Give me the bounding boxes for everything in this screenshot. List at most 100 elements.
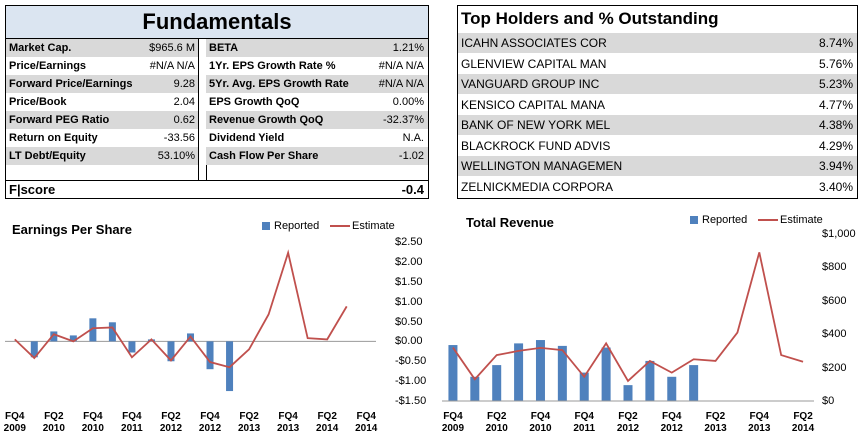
x-tick-label: FQ4 2009 bbox=[441, 411, 465, 434]
metric-label: 1Yr. EPS Growth Rate % bbox=[209, 60, 336, 72]
bar bbox=[206, 341, 214, 370]
metric-value: 2.04 bbox=[173, 96, 195, 108]
line bbox=[14, 249, 348, 369]
fscore-label: F|score bbox=[9, 182, 56, 197]
metric-value: $965.6 M bbox=[149, 42, 195, 54]
bar bbox=[50, 331, 58, 342]
legend-swatch bbox=[262, 222, 270, 230]
row-bg bbox=[458, 94, 857, 115]
legend-label: Reported bbox=[274, 220, 320, 232]
row-bg bbox=[458, 74, 857, 94]
y-tick-label: $1.50 bbox=[395, 275, 423, 288]
holder-pct: 4.38% bbox=[818, 118, 853, 132]
metric-value: -33.56 bbox=[163, 132, 195, 144]
fscore-row: F|score -0.4 bbox=[6, 180, 428, 199]
bar bbox=[470, 376, 480, 401]
row-bg bbox=[6, 111, 198, 129]
row-bg bbox=[458, 115, 857, 135]
x-tick-label: FQ4 2013 bbox=[277, 411, 300, 434]
x-tick-label: FQ2 2013 bbox=[237, 411, 261, 434]
x-tick-label: FQ4 2014 bbox=[355, 411, 378, 434]
row-bg bbox=[6, 57, 198, 75]
bar bbox=[89, 318, 97, 342]
row-bg bbox=[206, 93, 428, 111]
metric-value: N.A. bbox=[402, 132, 424, 144]
holder-name: GLENVIEW CAPITAL MAN bbox=[461, 56, 607, 71]
metric-value: #N/A N/A bbox=[378, 78, 424, 90]
row-bg bbox=[6, 129, 198, 147]
holders-panel: Top Holders and % Outstanding ICAHN ASSO… bbox=[457, 5, 858, 199]
row-bg bbox=[458, 135, 857, 156]
fundamentals-panel: Fundamentals F|score -0.4 Market Cap. $96… bbox=[5, 5, 429, 199]
metric-value: 9.28 bbox=[173, 78, 195, 90]
x-tick-label: FQ4 2009 bbox=[3, 411, 26, 434]
row-bg bbox=[458, 176, 857, 197]
x-tick-label: FQ2 2014 bbox=[791, 411, 815, 434]
x-tick-label: FQ2 2012 bbox=[616, 411, 640, 434]
metric-label: LT Debt/Equity bbox=[9, 150, 86, 162]
metric-label: Forward Price/Earnings bbox=[9, 78, 133, 90]
metric-value: 53.10% bbox=[157, 150, 195, 162]
y-tick-label: $800 bbox=[822, 261, 847, 274]
row-bg bbox=[206, 57, 428, 75]
row-bg bbox=[206, 75, 428, 93]
x-tick-label: FQ2 2012 bbox=[159, 411, 183, 434]
row-bg bbox=[458, 156, 857, 176]
x-tick-label: FQ4 2013 bbox=[748, 411, 771, 434]
row-bg bbox=[458, 53, 857, 74]
y-tick-label: $400 bbox=[822, 328, 847, 341]
holder-name: VANGUARD GROUP INC bbox=[461, 77, 600, 91]
bar bbox=[557, 345, 567, 401]
bar bbox=[689, 365, 699, 401]
row-bg bbox=[6, 93, 198, 111]
metric-label: Cash Flow Per Share bbox=[209, 150, 319, 162]
bar bbox=[667, 376, 677, 401]
bar bbox=[108, 322, 116, 342]
line bbox=[452, 252, 804, 383]
x-tick-label: FQ4 2012 bbox=[198, 411, 222, 434]
legend-label: Reported bbox=[702, 214, 748, 226]
metric-value: -1.02 bbox=[398, 150, 424, 162]
chart-title: Total Revenue bbox=[466, 215, 554, 230]
metric-label: EPS Growth QoQ bbox=[209, 96, 300, 108]
row-bg bbox=[458, 33, 857, 53]
bar bbox=[623, 385, 633, 401]
holder-name: BANK OF NEW YORK MEL bbox=[461, 118, 611, 132]
holder-name: KENSICO CAPITAL MANA bbox=[461, 97, 606, 112]
holder-name: BLACKROCK FUND ADVIS bbox=[461, 138, 611, 153]
metric-value: 0.00% bbox=[392, 96, 424, 108]
metric-label: Revenue Growth QoQ bbox=[209, 114, 324, 126]
x-tick-label: FQ2 2014 bbox=[316, 411, 339, 434]
x-tick-label: FQ4 2010 bbox=[81, 411, 104, 434]
metric-label: Market Cap. bbox=[9, 42, 72, 54]
metric-value: #N/A N/A bbox=[149, 60, 195, 72]
chart-title: Earnings Per Share bbox=[12, 222, 132, 237]
y-tick-label: $1,000 bbox=[822, 228, 856, 240]
fundamentals-title: Fundamentals bbox=[6, 6, 428, 39]
holder-pct: 3.40% bbox=[818, 179, 853, 194]
metric-label: Dividend Yield bbox=[209, 132, 285, 144]
x-tick-label: FQ2 2013 bbox=[704, 411, 727, 434]
row-bg bbox=[206, 111, 428, 129]
x-tick-label: FQ4 2012 bbox=[660, 411, 683, 434]
bar bbox=[448, 345, 458, 401]
row-bg bbox=[206, 129, 428, 147]
x-tick-label: FQ4 2010 bbox=[529, 411, 552, 434]
x-tick-label: FQ4 2011 bbox=[573, 411, 596, 434]
metric-value: #N/A N/A bbox=[378, 60, 424, 72]
bar bbox=[645, 360, 655, 401]
metric-label: Price/Earnings bbox=[9, 60, 87, 72]
holder-pct: 3.94% bbox=[818, 159, 853, 173]
row-bg bbox=[6, 75, 198, 93]
row-bg bbox=[206, 147, 428, 165]
y-tick-label: $600 bbox=[822, 294, 847, 307]
holder-name: ZELNICKMEDIA CORPORA bbox=[461, 179, 614, 194]
metric-label: Price/Book bbox=[9, 96, 67, 108]
metric-label: BETA bbox=[209, 42, 239, 54]
y-tick-label: $1.00 bbox=[395, 295, 423, 308]
legend-label: Estimate bbox=[352, 220, 395, 232]
y-tick-label: $0 bbox=[822, 395, 835, 407]
bar bbox=[167, 341, 175, 362]
metric-value: 1.21% bbox=[392, 42, 424, 54]
